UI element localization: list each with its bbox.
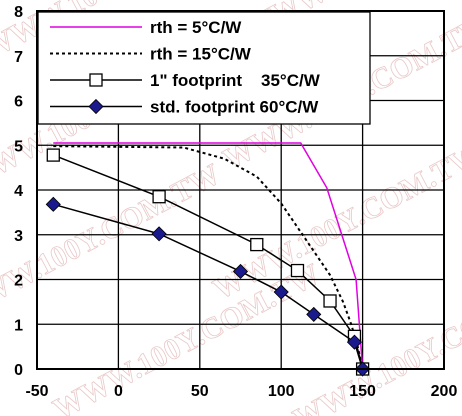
data-point <box>232 263 249 280</box>
x-tick-label: 50 <box>191 383 209 400</box>
data-point <box>151 226 167 242</box>
y-tick-label: 0 <box>14 362 23 379</box>
data-point <box>290 263 305 278</box>
series-line <box>53 145 364 370</box>
watermark-text: WWW.100Y.COM.TW <box>0 158 226 327</box>
legend-label: 1" footprint 35°C/W <box>150 71 321 90</box>
data-point <box>273 284 289 300</box>
legend-swatch-marker <box>89 73 103 87</box>
legend: rth = 5°C/W rth = 15°C/W 1" footprint 35°C… <box>37 11 371 125</box>
series-layer <box>45 142 371 377</box>
legend-label: std. footprint 60°C/W <box>150 98 319 117</box>
legend-label: rth = 15°C/W <box>150 45 252 64</box>
y-tick-label: 7 <box>14 49 23 66</box>
x-tick-label: 100 <box>268 383 295 400</box>
y-tick-label: 4 <box>14 183 23 200</box>
data-point <box>46 148 60 162</box>
series-line <box>53 142 364 370</box>
data-point <box>152 190 166 204</box>
y-tick-label: 5 <box>14 138 23 155</box>
data-point <box>306 306 322 322</box>
data-point <box>45 196 61 212</box>
x-tick-label: -50 <box>25 383 48 400</box>
legend-swatch-marker <box>88 98 104 115</box>
x-tick-label: 150 <box>349 383 376 400</box>
plot-border <box>36 10 445 370</box>
y-tick-label: 2 <box>14 273 23 290</box>
legend-label: rth = 5°C/W <box>150 18 242 37</box>
data-point <box>346 334 363 350</box>
y-tick-label: 6 <box>14 94 23 111</box>
y-tick-label: 3 <box>14 228 23 245</box>
y-tick-label: 1 <box>14 317 23 334</box>
x-tick-label: 200 <box>431 383 458 400</box>
data-point <box>250 237 264 252</box>
series-2 <box>53 145 364 370</box>
x-tick-label: 0 <box>114 383 123 400</box>
series-1 <box>53 142 364 370</box>
data-point <box>323 294 337 308</box>
y-tick-label: 8 <box>14 4 23 21</box>
series-4 <box>45 196 371 377</box>
